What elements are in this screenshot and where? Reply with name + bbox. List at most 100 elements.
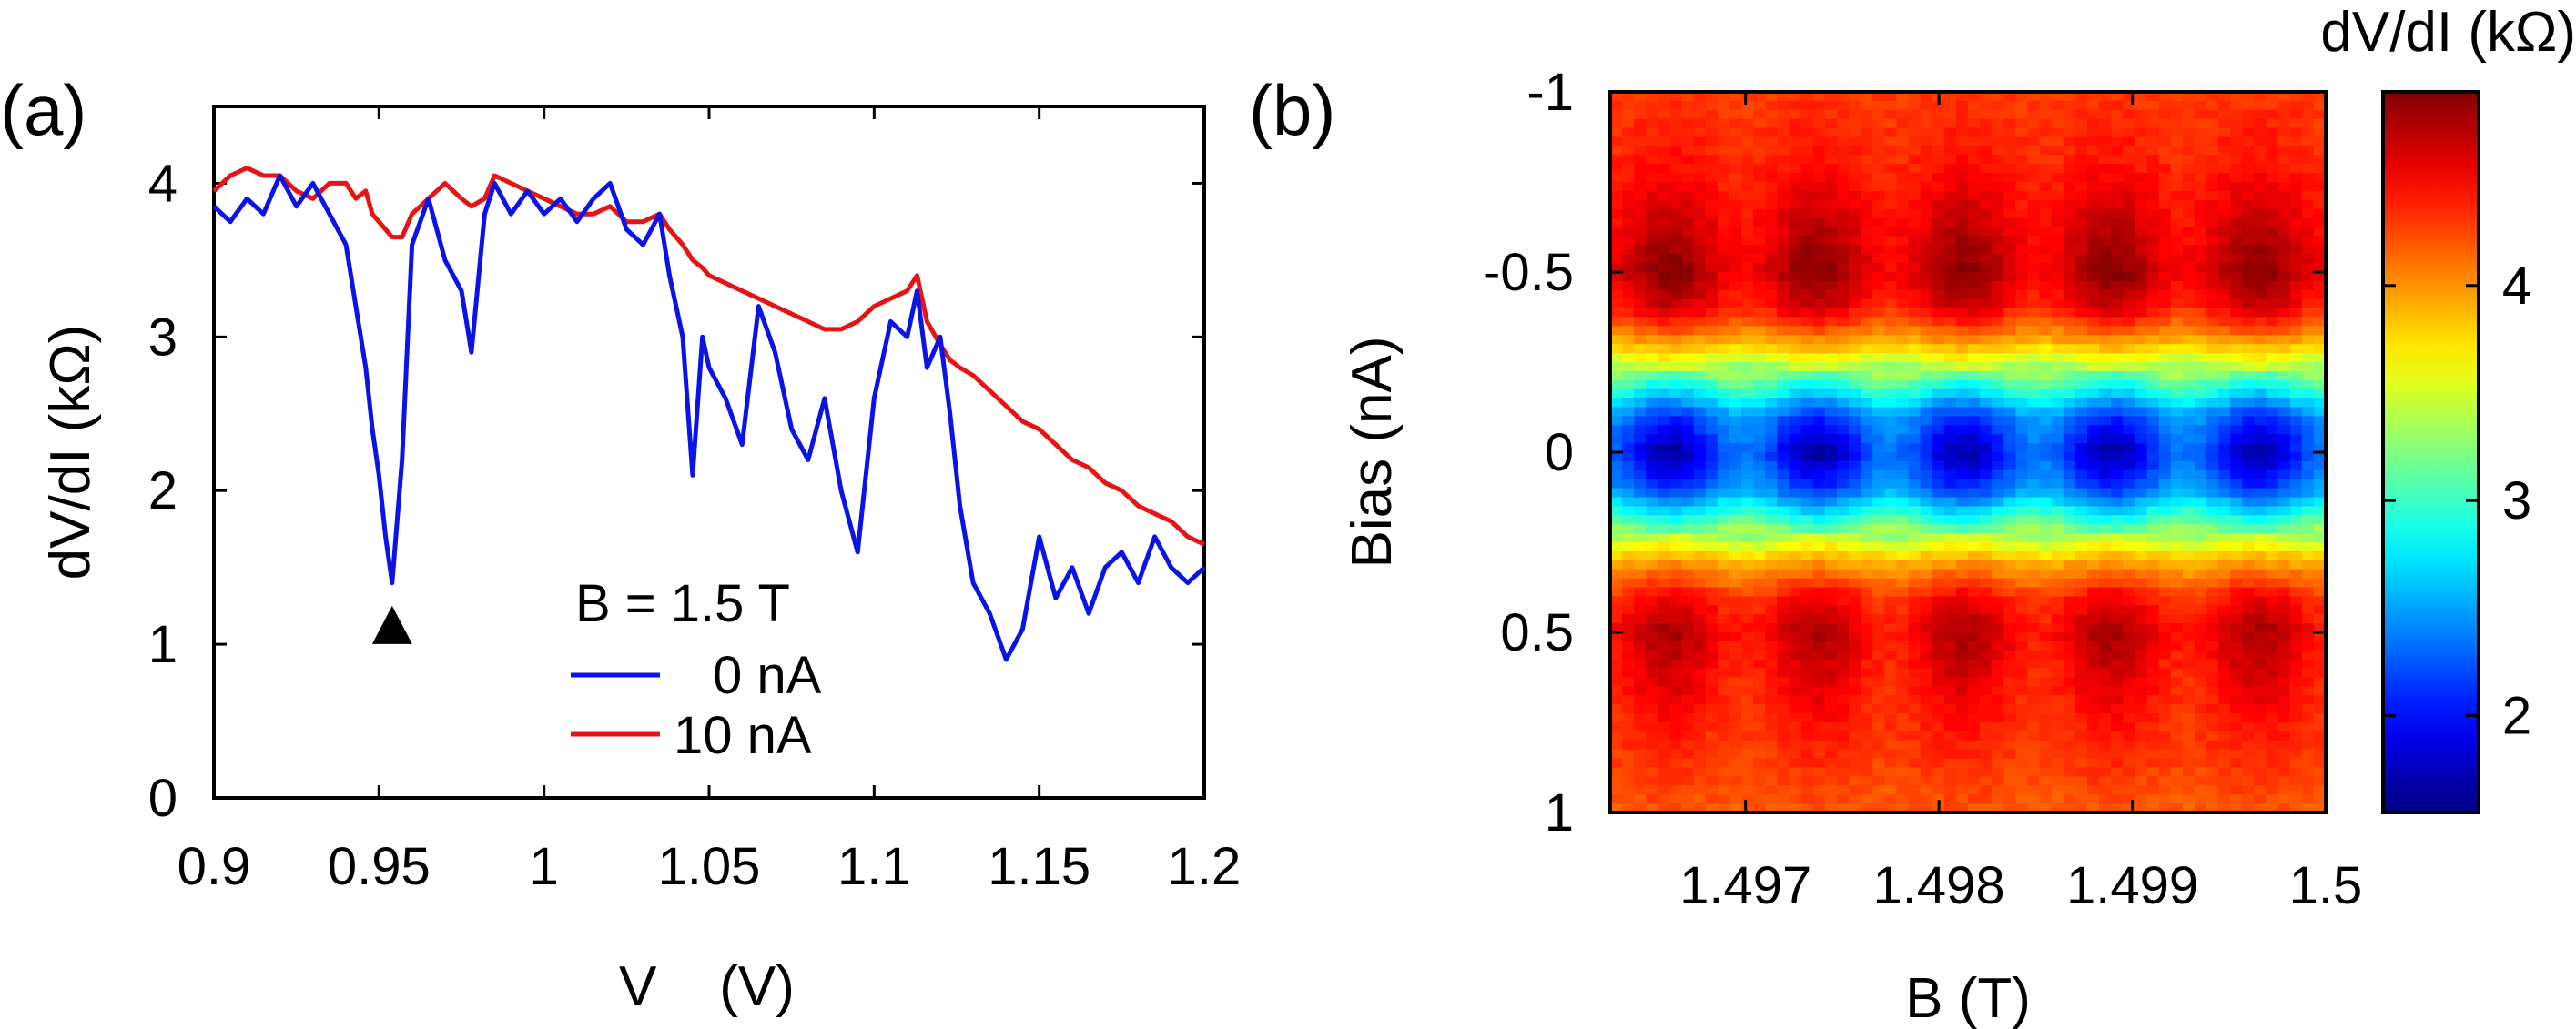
heatmap-cell	[1634, 506, 1647, 516]
heatmap-cell	[2135, 136, 2148, 146]
heatmap-cell	[2027, 460, 2041, 471]
heatmap-cell	[2039, 550, 2053, 561]
heatmap-cell	[1741, 623, 1754, 633]
heatmap-cell	[1789, 533, 1802, 543]
heatmap-cell	[1955, 695, 1969, 705]
heatmap-cell	[1729, 569, 1742, 580]
heatmap-cell	[2063, 785, 2076, 795]
heatmap-cell	[1824, 587, 1838, 597]
heatmap-cell	[1943, 190, 1957, 201]
heatmap-cell	[2277, 344, 2291, 354]
heatmap-cell	[1693, 524, 1707, 534]
heatmap-cell	[2027, 118, 2041, 129]
heatmap-cell	[1908, 704, 1922, 714]
heatmap-cell	[1955, 254, 1969, 264]
heatmap-cell	[2063, 92, 2076, 102]
heatmap-cell	[1658, 533, 1671, 543]
heatmap-cell	[2313, 227, 2327, 237]
heatmap-cell	[1729, 650, 1742, 661]
heatmap-cell	[2158, 182, 2172, 192]
heatmap-cell	[2146, 452, 2160, 462]
heatmap-cell	[1908, 272, 1922, 282]
heatmap-cell	[2087, 298, 2100, 309]
heatmap-cell	[2206, 254, 2219, 264]
heatmap-cell	[1741, 560, 1754, 570]
heatmap-cell	[1908, 407, 1922, 417]
heatmap-cell	[1765, 542, 1778, 552]
heatmap-cell	[1753, 416, 1766, 426]
heatmap-cell	[1681, 208, 1695, 219]
heatmap-cell	[1992, 317, 2004, 327]
heatmap-cell	[1729, 353, 1742, 363]
heatmap-cell	[2123, 182, 2135, 192]
heatmap-cell	[2135, 208, 2148, 219]
heatmap-cell	[1861, 731, 1873, 741]
heatmap-cell	[2063, 632, 2076, 642]
heatmap-cell	[2051, 758, 2064, 769]
heatmap-cell	[1705, 641, 1719, 651]
heatmap-cell	[1669, 298, 1683, 309]
heatmap-cell	[2158, 686, 2172, 696]
heatmap-cell	[2027, 488, 2041, 499]
heatmap-cell	[2123, 605, 2135, 615]
heatmap-cell	[1669, 533, 1683, 543]
heatmap-cell	[1646, 469, 1658, 480]
heatmap-cell	[1849, 182, 1861, 192]
heatmap-cell	[1908, 785, 1922, 795]
heatmap-cell	[1800, 740, 1814, 751]
heatmap-cell	[2218, 416, 2231, 426]
heatmap-cell	[1800, 650, 1814, 661]
heatmap-cell	[2146, 236, 2160, 246]
heatmap-cell	[1646, 776, 1658, 786]
heatmap-cell	[1920, 100, 1933, 111]
heatmap-cell	[2003, 794, 2016, 804]
heatmap-cell	[2242, 370, 2255, 381]
heatmap-cell	[1836, 326, 1850, 336]
heatmap-cell	[1717, 388, 1730, 399]
heatmap-cell	[2123, 650, 2135, 661]
heatmap-cell	[1955, 136, 1969, 146]
heatmap-cell	[1861, 217, 1873, 228]
heatmap-cell	[1753, 173, 1766, 183]
heatmap-cell	[1705, 100, 1719, 111]
heatmap-cell	[2135, 298, 2148, 309]
heatmap-cell	[2158, 353, 2172, 363]
heatmap-cell	[2063, 695, 2076, 705]
heatmap-cell	[1658, 632, 1671, 642]
heatmap-cell	[2242, 407, 2255, 417]
heatmap-cell	[2039, 614, 2053, 624]
heatmap-cell	[1622, 794, 1635, 804]
heatmap-cell	[2027, 497, 2041, 507]
heatmap-cell	[1812, 335, 1826, 345]
heatmap-cell	[1955, 308, 1969, 318]
heatmap-cell	[1729, 623, 1742, 633]
heatmap-cell	[1849, 488, 1861, 499]
heatmap-cell	[2218, 182, 2231, 192]
heatmap-cell	[2194, 722, 2207, 732]
heatmap-cell	[1908, 379, 1922, 390]
heatmap-cell	[2111, 587, 2124, 597]
heatmap-cell	[2027, 245, 2041, 255]
heatmap-cell	[1753, 695, 1766, 705]
heatmap-cell	[2313, 100, 2327, 111]
heatmap-cell	[2289, 596, 2303, 606]
heatmap-cell	[1824, 605, 1838, 615]
heatmap-cell	[1920, 335, 1933, 345]
heatmap-cell	[1789, 289, 1802, 300]
heatmap-cell	[2063, 298, 2076, 309]
heatmap-cell	[2194, 443, 2207, 453]
heatmap-cell	[2266, 335, 2279, 345]
heatmap-cell	[1872, 236, 1885, 246]
heatmap-cell	[2015, 533, 2029, 543]
heatmap-cell	[2063, 146, 2076, 156]
heatmap-cell	[2039, 469, 2053, 480]
heatmap-cell	[2170, 416, 2184, 426]
heatmap-cell	[1824, 515, 1838, 525]
heatmap-cell	[1992, 118, 2004, 129]
heatmap-cell	[1741, 298, 1754, 309]
heatmap-cell	[1992, 524, 2004, 534]
heatmap-cell	[1693, 803, 1707, 813]
heatmap-cell	[2182, 208, 2196, 219]
heatmap-cell	[1812, 488, 1826, 499]
heatmap-cell	[1681, 605, 1695, 615]
